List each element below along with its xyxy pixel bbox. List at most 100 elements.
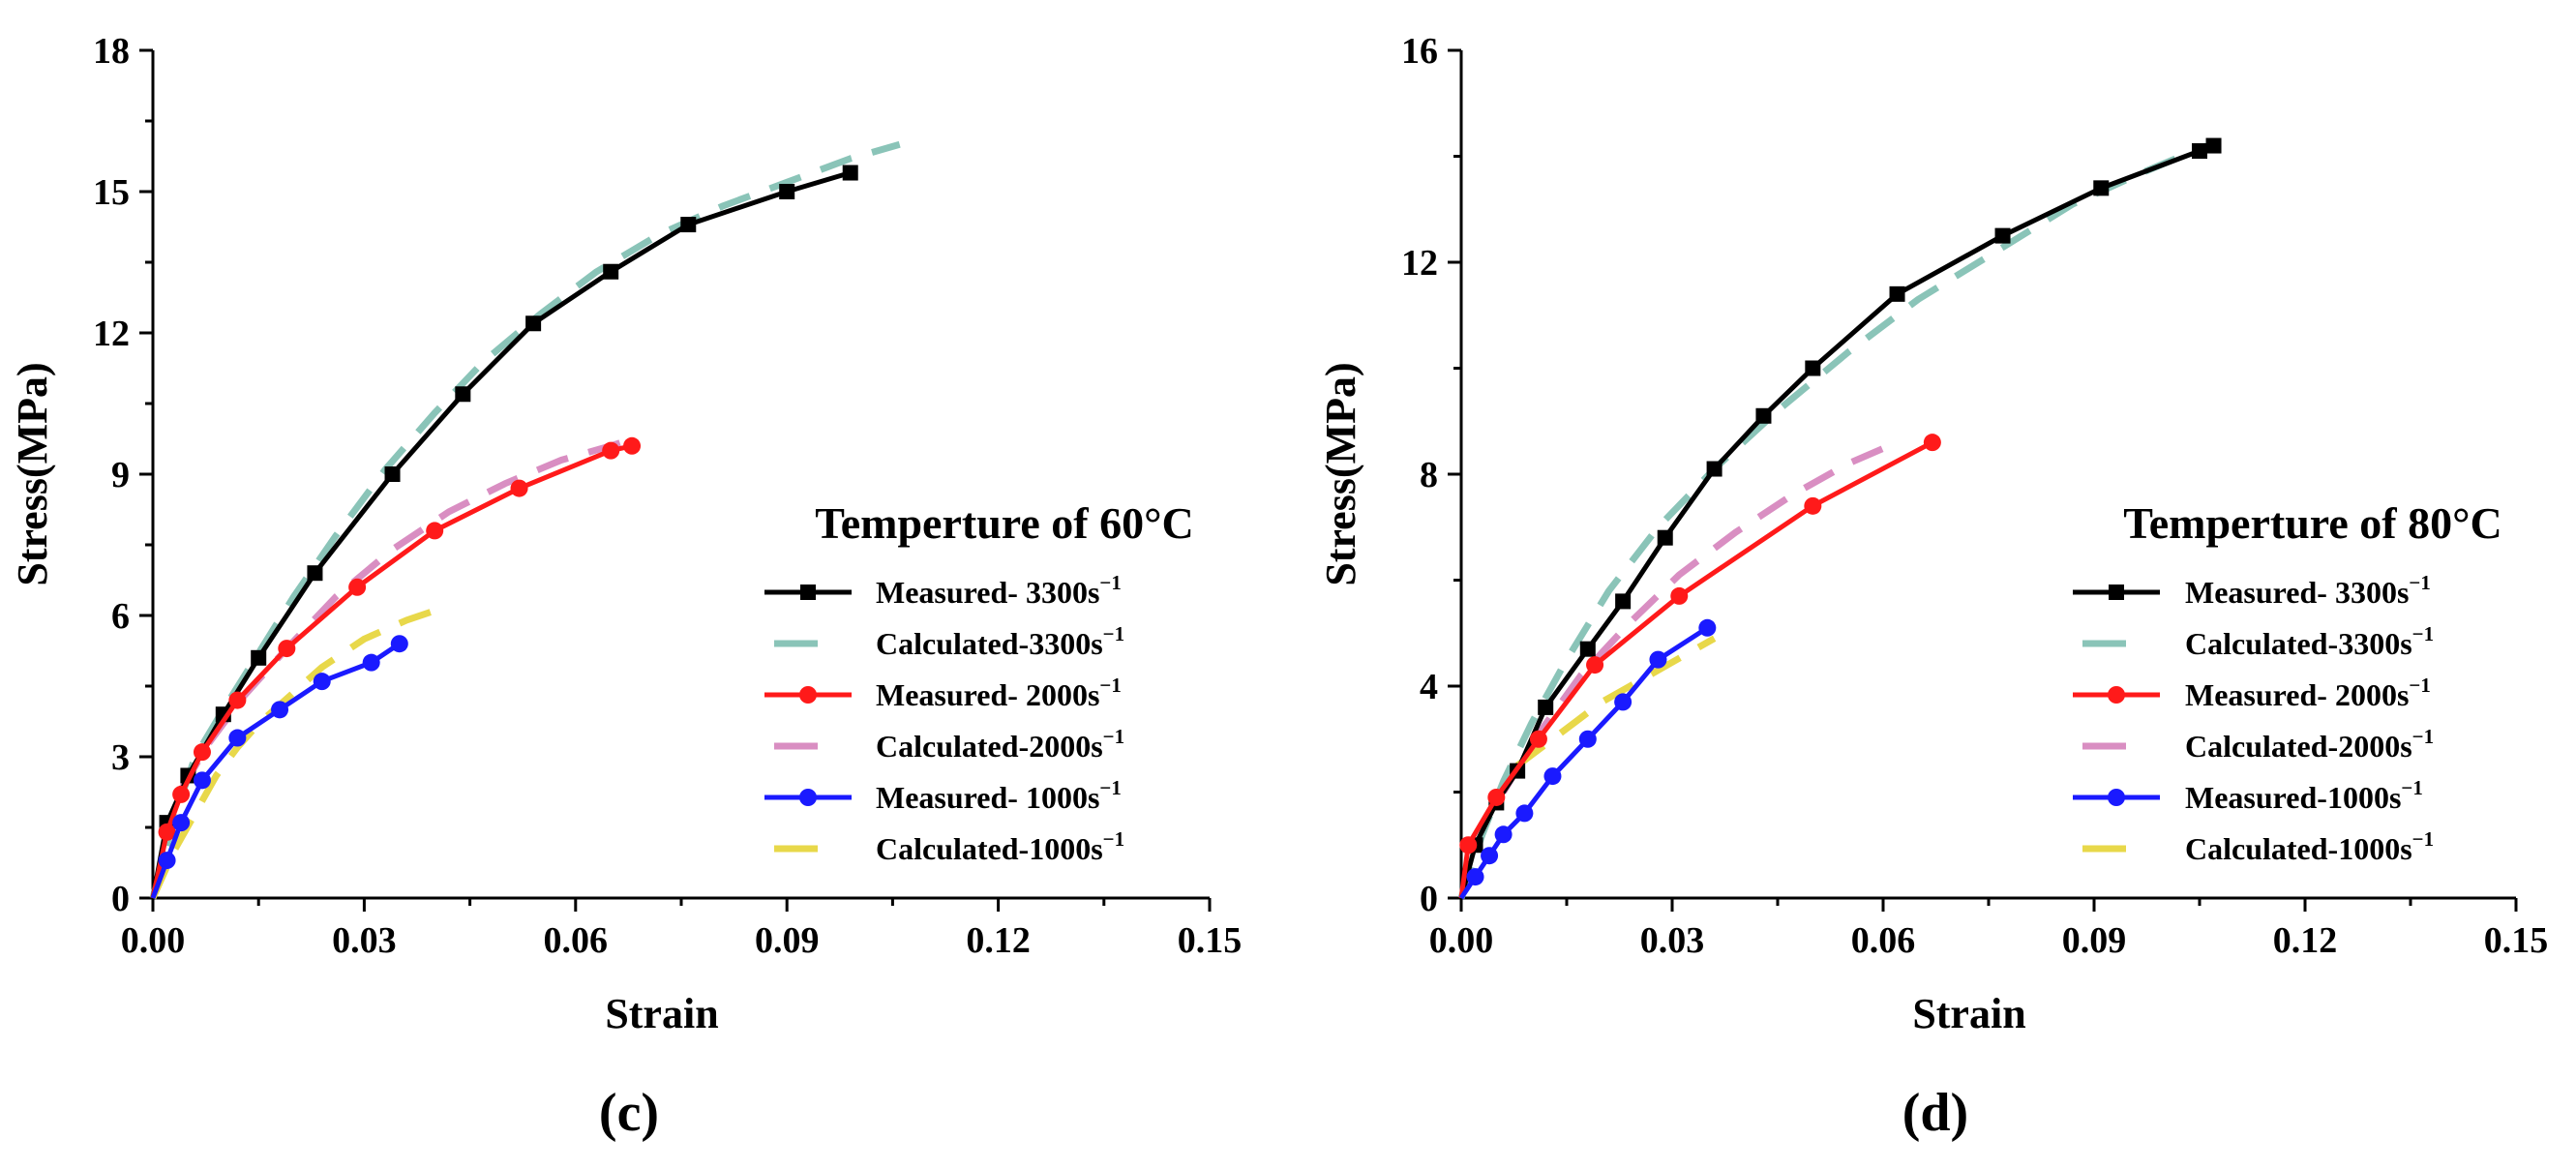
x-tick-label: 0.15: [1178, 920, 1243, 961]
data-point: [172, 814, 191, 832]
data-point: [172, 785, 191, 803]
data-point: [525, 315, 542, 332]
x-tick-label: 0.03: [1640, 920, 1705, 961]
data-point: [510, 479, 528, 497]
data-point: [1805, 360, 1821, 376]
y-axis-title: Stress(MPa): [1317, 362, 1364, 585]
legend-label: Measured- 3300s−1: [2185, 571, 2431, 610]
data-point: [1487, 788, 1506, 806]
x-tick-label: 0.09: [2062, 920, 2127, 961]
legend-label: Measured- 3300s−1: [876, 571, 1122, 610]
data-point: [623, 436, 642, 455]
legend-label: Measured-1000s−1: [2185, 776, 2423, 815]
legend-label: Calculated-1000s−1: [876, 827, 1124, 866]
legend-label: Calculated-1000s−1: [2185, 827, 2434, 866]
x-tick-label: 0.15: [2484, 920, 2549, 961]
data-point: [2205, 137, 2222, 154]
series-line-1: [1457, 142, 2208, 900]
data-point: [1923, 434, 1941, 452]
data-point: [1994, 227, 2011, 244]
y-tick-label: 9: [111, 455, 130, 495]
data-point: [362, 653, 380, 672]
y-tick-label: 12: [1401, 243, 1438, 284]
data-point: [455, 386, 471, 403]
data-point: [307, 565, 323, 582]
panel-label: (c): [599, 1083, 659, 1143]
data-point: [390, 635, 408, 653]
chart-panel-1: 0.00 0.03 0.06 0.09 0.12 0.15 0 4 8 12 16 Strain Str…: [1317, 31, 2548, 1143]
data-point: [603, 263, 619, 280]
data-point: [680, 217, 697, 233]
y-tick-label: 0: [111, 879, 130, 919]
data-point: [193, 743, 211, 762]
data-point: [1578, 730, 1597, 748]
panel-label: (d): [1902, 1083, 1968, 1143]
data-point: [278, 640, 296, 658]
data-point: [1494, 825, 1513, 844]
legend-marker: [799, 789, 817, 806]
y-tick-label: 18: [93, 31, 130, 72]
data-point: [1657, 529, 1673, 546]
y-tick-label: 6: [111, 596, 130, 637]
data-point: [1579, 641, 1596, 657]
y-axis-title: Stress(MPa): [9, 362, 56, 585]
x-tick-label: 0.12: [966, 920, 1031, 961]
x-tick-label: 0.06: [1851, 920, 1916, 961]
legend-marker: [2109, 584, 2124, 600]
data-point: [348, 578, 367, 596]
series-line-5: [1514, 635, 1717, 768]
x-tick-label: 0.09: [755, 920, 820, 961]
data-point: [1538, 699, 1554, 715]
data-point: [2192, 143, 2207, 160]
data-point: [2093, 180, 2110, 196]
x-tick-label: 0.00: [1429, 920, 1494, 961]
data-point: [228, 729, 247, 747]
y-tick-label: 15: [93, 172, 130, 213]
legend: Temperture of 60°C Measured- 3300s−1 Calcu…: [764, 498, 1194, 866]
series-line-5: [149, 607, 436, 900]
x-tick-label: 0.00: [121, 920, 186, 961]
series-line-2: [1458, 439, 1934, 899]
legend-label: Calculated-2000s−1: [2185, 725, 2434, 764]
data-point: [1543, 767, 1562, 786]
legend-marker: [799, 686, 817, 704]
series-line-3: [1500, 438, 1899, 794]
data-point: [1698, 618, 1717, 637]
series-line-4: [1458, 625, 1709, 900]
legend-marker: [2108, 686, 2125, 704]
legend-label: Measured- 2000s−1: [876, 674, 1122, 712]
data-point: [158, 823, 176, 841]
data-point: [158, 852, 176, 870]
y-tick-label: 8: [1420, 455, 1438, 495]
y-tick-label: 16: [1401, 31, 1438, 72]
data-point: [1615, 593, 1632, 610]
data-point: [1466, 868, 1484, 886]
data-point: [602, 441, 620, 460]
legend-label: Calculated-2000s−1: [876, 725, 1124, 764]
data-point: [384, 466, 401, 482]
data-point: [271, 701, 289, 719]
data-point: [842, 165, 858, 181]
data-point: [1649, 650, 1667, 669]
data-point: [1529, 730, 1547, 748]
series-line-0: [1458, 143, 2215, 899]
chart-panel-0: 0.00 0.03 0.06 0.09 0.12 0.15 0 3 6 9 12 15 18 Strain…: [9, 31, 1242, 1143]
legend-label: Calculated-3300s−1: [876, 622, 1124, 661]
data-point: [313, 673, 331, 691]
data-point: [228, 691, 247, 709]
legend: Temperture of 80°C Measured- 3300s−1 Calcu…: [2073, 498, 2502, 866]
x-tick-label: 0.12: [2273, 920, 2338, 961]
legend-marker: [800, 584, 816, 600]
legend-title: Temperture of 80°C: [2123, 498, 2501, 548]
data-point: [1889, 285, 1905, 302]
y-tick-label: 3: [111, 737, 130, 778]
legend-marker: [2108, 789, 2125, 806]
series-line-2: [150, 443, 633, 899]
data-point: [426, 522, 444, 540]
y-tick-label: 12: [93, 314, 130, 354]
legend-label: Measured- 1000s−1: [876, 776, 1122, 815]
data-point: [1481, 847, 1499, 865]
x-axis-title: Strain: [605, 990, 718, 1037]
legend-label: Calculated-3300s−1: [2185, 622, 2434, 661]
